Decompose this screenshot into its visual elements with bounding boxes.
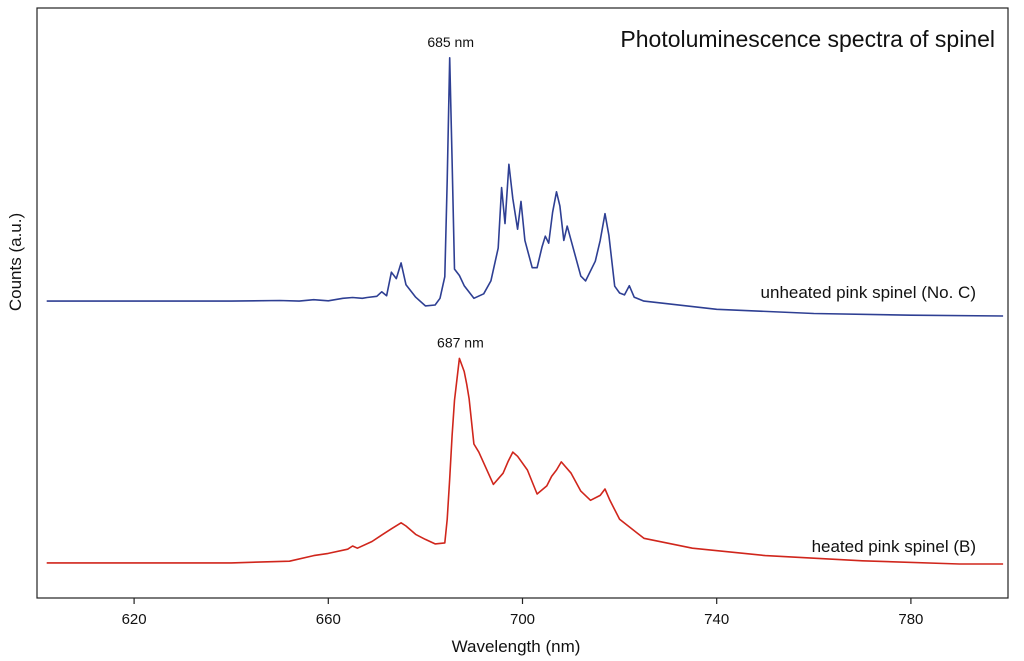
series-labels: unheated pink spinel (No. C) heated pink … bbox=[761, 283, 976, 556]
plot-frame bbox=[36, 7, 1009, 599]
x-tick-label: 740 bbox=[704, 611, 729, 628]
series-line-unheated bbox=[46, 57, 1004, 317]
series-layer bbox=[46, 57, 1004, 565]
x-axis-label: Wavelength (nm) bbox=[452, 637, 581, 656]
peak-label: 687 nm bbox=[437, 334, 484, 350]
peak-annotations: 685 nm 687 nm bbox=[427, 34, 483, 351]
x-tick-label: 780 bbox=[898, 611, 923, 628]
y-axis-label: Counts (a.u.) bbox=[6, 213, 25, 311]
x-tick-label: 660 bbox=[316, 611, 341, 628]
peak-label: 685 nm bbox=[427, 34, 474, 50]
x-axis-ticks: 620 660 700 740 780 bbox=[122, 598, 923, 628]
plot-border bbox=[36, 7, 1009, 599]
x-tick-label: 700 bbox=[510, 611, 535, 628]
chart-title: Photoluminescence spectra of spinel bbox=[620, 26, 995, 52]
x-tick-label: 620 bbox=[122, 611, 147, 628]
series-line-heated bbox=[46, 357, 1004, 565]
series-label-heated: heated pink spinel (B) bbox=[812, 537, 976, 556]
series-label-unheated: unheated pink spinel (No. C) bbox=[761, 283, 976, 302]
